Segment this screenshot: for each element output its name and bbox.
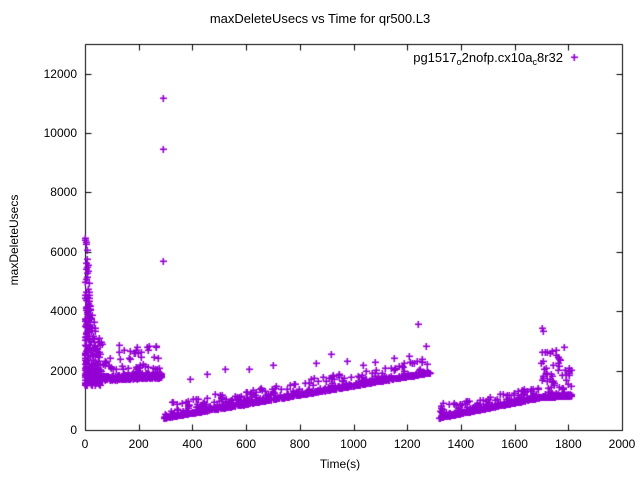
- x-tick-label: 1000: [340, 437, 367, 451]
- legend-text: 2nofp.cx10a: [461, 50, 533, 65]
- x-tick-label: 800: [289, 437, 310, 451]
- legend-subscript: o: [456, 57, 462, 67]
- chart-title: maxDeleteUsecs vs Time for qr500.L3: [209, 11, 431, 26]
- y-tick-label: 4000: [50, 304, 77, 319]
- x-tick-label: 600: [236, 437, 257, 451]
- legend-text: pg1517: [413, 50, 457, 65]
- y-axis-title: maxDeleteUsecs: [7, 194, 21, 286]
- y-tick-label: 6000: [50, 244, 77, 259]
- x-axis-title: Time(s): [319, 457, 361, 471]
- x-tick-label: 2000: [608, 437, 636, 451]
- y-tick-label: 10000: [43, 126, 77, 141]
- legend-text: 8r32: [536, 50, 563, 65]
- x-tick-label: 200: [128, 437, 149, 451]
- x-tick-label: 1600: [501, 437, 528, 451]
- x-tick-label: 1800: [554, 437, 582, 451]
- y-tick-label: 12000: [43, 66, 77, 81]
- y-tick-label: 2000: [50, 363, 77, 378]
- x-tick-label: 1400: [447, 437, 475, 451]
- y-tick-label: 0: [70, 423, 77, 437]
- y-tick-label: 8000: [50, 185, 77, 200]
- x-tick-label: 1200: [393, 437, 421, 451]
- legend-subscript: c: [532, 57, 537, 67]
- legend-series-label: pg1517o2nofp.cx10ac8r32: [413, 50, 563, 67]
- x-tick-label: 400: [182, 437, 203, 451]
- x-tick-label: 0: [81, 437, 89, 451]
